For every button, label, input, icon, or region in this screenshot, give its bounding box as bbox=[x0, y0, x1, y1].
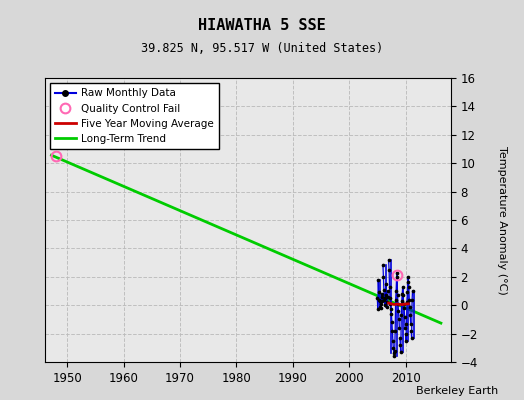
Point bbox=[387, 306, 395, 313]
Point bbox=[377, 294, 386, 300]
Point bbox=[391, 328, 399, 334]
Text: Berkeley Earth: Berkeley Earth bbox=[416, 386, 498, 396]
Point bbox=[403, 299, 411, 306]
Point bbox=[380, 286, 388, 293]
Point bbox=[405, 284, 413, 290]
Point bbox=[382, 292, 390, 298]
Point bbox=[402, 320, 411, 327]
Point bbox=[396, 342, 405, 348]
Point bbox=[379, 274, 388, 280]
Point bbox=[394, 308, 402, 314]
Point bbox=[407, 328, 416, 334]
Legend: Raw Monthly Data, Quality Control Fail, Five Year Moving Average, Long-Term Tren: Raw Monthly Data, Quality Control Fail, … bbox=[50, 83, 219, 149]
Point bbox=[375, 289, 383, 296]
Point bbox=[389, 350, 398, 357]
Point bbox=[406, 304, 414, 310]
Point bbox=[378, 291, 386, 297]
Point bbox=[383, 299, 391, 306]
Point bbox=[400, 313, 409, 320]
Point bbox=[398, 291, 407, 297]
Point bbox=[386, 295, 394, 301]
Point bbox=[377, 305, 385, 311]
Point bbox=[408, 288, 417, 294]
Point bbox=[399, 292, 407, 298]
Y-axis label: Temperature Anomaly (°C): Temperature Anomaly (°C) bbox=[497, 146, 507, 294]
Point bbox=[399, 300, 408, 307]
Text: 39.825 N, 95.517 W (United States): 39.825 N, 95.517 W (United States) bbox=[141, 42, 383, 55]
Point bbox=[385, 256, 393, 263]
Point bbox=[394, 300, 402, 307]
Point bbox=[388, 319, 396, 326]
Point bbox=[380, 302, 389, 308]
Point bbox=[401, 325, 409, 331]
Point bbox=[392, 288, 400, 294]
Point bbox=[381, 295, 389, 301]
Point bbox=[388, 328, 397, 334]
Point bbox=[390, 348, 399, 354]
Point bbox=[380, 296, 389, 303]
Point bbox=[403, 279, 412, 286]
Point bbox=[376, 304, 384, 310]
Point bbox=[404, 274, 412, 280]
Point bbox=[375, 296, 384, 303]
Point bbox=[389, 338, 397, 344]
Point bbox=[395, 316, 403, 322]
Point bbox=[393, 269, 401, 276]
Point bbox=[385, 266, 393, 273]
Point bbox=[403, 289, 411, 296]
Point bbox=[405, 296, 413, 303]
Point bbox=[401, 330, 410, 337]
Point bbox=[397, 349, 405, 355]
Text: HIAWATHA 5 SSE: HIAWATHA 5 SSE bbox=[198, 18, 326, 33]
Point bbox=[381, 281, 390, 287]
Point bbox=[394, 292, 402, 298]
Point bbox=[390, 353, 398, 360]
Point bbox=[386, 300, 395, 307]
Point bbox=[397, 312, 406, 318]
Point bbox=[408, 335, 416, 341]
Point bbox=[406, 312, 414, 318]
Point bbox=[389, 344, 398, 351]
Point bbox=[378, 298, 387, 304]
Point bbox=[398, 298, 406, 304]
Point bbox=[374, 276, 383, 283]
Point bbox=[392, 274, 401, 280]
Point bbox=[374, 306, 382, 313]
Point bbox=[402, 338, 410, 344]
Point bbox=[391, 296, 400, 303]
Point bbox=[395, 325, 403, 331]
Point bbox=[376, 300, 385, 307]
Point bbox=[379, 262, 387, 269]
Point bbox=[383, 304, 391, 310]
Point bbox=[408, 296, 416, 303]
Point bbox=[385, 284, 394, 290]
Point bbox=[407, 320, 415, 327]
Point bbox=[399, 284, 407, 290]
Point bbox=[400, 305, 408, 311]
Point bbox=[376, 298, 384, 304]
Point bbox=[373, 295, 381, 301]
Point bbox=[384, 294, 392, 300]
Point bbox=[384, 288, 392, 294]
Point bbox=[396, 335, 404, 341]
Point bbox=[387, 310, 396, 317]
